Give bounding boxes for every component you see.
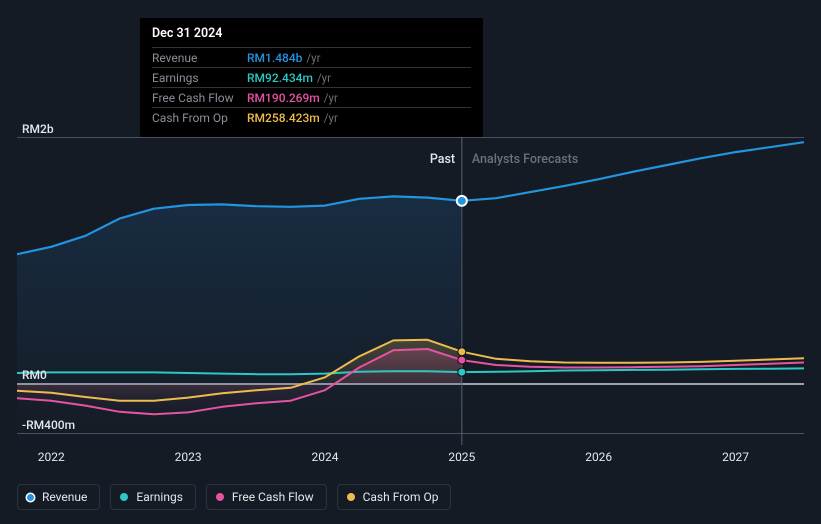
legend-item[interactable]: Cash From Op [337,484,452,510]
legend-item[interactable]: Earnings [110,484,196,510]
x-axis-label: 2023 [175,450,202,464]
x-axis-label: 2027 [722,450,749,464]
legend-dot-icon [347,493,355,501]
x-axis-label: 2022 [38,450,65,464]
x-axis-label: 2025 [448,450,475,464]
x-axis-labels: 2022 2023 2024 2025 2026 2027 [17,450,804,466]
tooltip-unit: /yr [306,51,320,65]
tooltip-row: Cash From OpRM258.423m/yr [152,107,471,127]
tooltip-label: Free Cash Flow [152,91,247,105]
period-past-label: Past [430,152,455,167]
chart-area[interactable] [17,125,804,445]
marker-fcf [458,356,466,364]
tooltip-label: Earnings [152,71,247,85]
period-forecast-label: Analysts Forecasts [472,152,578,167]
legend-item[interactable]: Free Cash Flow [206,484,327,510]
chart-svg [17,125,804,445]
tooltip-row: EarningsRM92.434m/yr [152,67,471,87]
tooltip-value: RM190.269m [247,91,320,105]
tooltip-row: Free Cash FlowRM190.269m/yr [152,87,471,107]
legend-dot-icon [27,494,34,501]
y-axis-label: -RM400m [22,418,75,432]
tooltip-row: RevenueRM1.484b/yr [152,47,471,67]
y-axis-label: RM2b [22,122,54,136]
tooltip-value: RM92.434m [247,71,313,85]
marker-earnings [458,368,466,376]
x-axis-label: 2026 [585,450,612,464]
legend-label: Earnings [136,490,183,504]
marker-cfo [458,348,466,356]
legend-dot-icon [120,493,128,501]
y-axis-label: RM0 [22,368,47,382]
tooltip-value: RM1.484b [247,51,302,65]
marker-revenue [457,196,467,206]
tooltip-value: RM258.423m [247,111,320,125]
legend-label: Cash From Op [363,490,439,504]
legend-item[interactable]: Revenue [17,484,100,510]
x-axis-label: 2024 [311,450,338,464]
legend: Revenue Earnings Free Cash Flow Cash From O… [17,484,451,510]
tooltip-unit: /yr [317,71,331,85]
tooltip-unit: /yr [324,111,338,125]
legend-label: Revenue [42,490,87,504]
tooltip-label: Revenue [152,51,247,65]
tooltip-date: Dec 31 2024 [152,26,471,47]
legend-dot-icon [216,493,224,501]
tooltip-label: Cash From Op [152,111,247,125]
legend-label: Free Cash Flow [232,490,314,504]
tooltip-unit: /yr [324,91,338,105]
hover-tooltip: Dec 31 2024 RevenueRM1.484b/yrEarningsRM… [140,18,483,137]
